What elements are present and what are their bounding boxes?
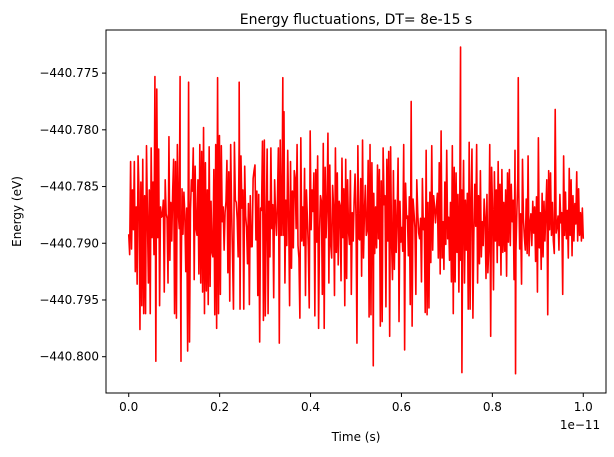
y-tick-label: −440.800 [39, 350, 99, 364]
x-tick-label: 0.6 [392, 400, 411, 414]
x-axis-label: Time (s) [331, 430, 381, 444]
y-tick-label: −440.790 [39, 236, 99, 250]
y-axis: −440.800 −440.795 −440.790 −440.785 −440.780… [39, 66, 106, 364]
y-axis-label: Energy (eV) [10, 176, 24, 247]
x-axis: 0.0 0.2 0.4 0.6 0.8 1.0 [119, 393, 593, 414]
axes-frame [105, 29, 607, 394]
y-tick-label: −440.785 [39, 180, 99, 194]
x-tick-label: 0.0 [119, 400, 138, 414]
chart-title: Energy fluctuations, DT= 8e-15 s [240, 12, 472, 28]
x-axis-offset-text: 1e−11 [560, 418, 600, 432]
y-tick-label: −440.775 [39, 66, 99, 80]
plot-area [127, 46, 585, 375]
x-tick-label: 0.4 [301, 400, 320, 414]
y-tick-label: −440.780 [39, 123, 99, 137]
x-tick-label: 0.2 [210, 400, 229, 414]
x-tick-label: 0.8 [483, 400, 502, 414]
x-tick-label: 1.0 [574, 400, 593, 414]
energy-series-line [127, 46, 585, 375]
y-tick-label: −440.795 [39, 293, 99, 307]
